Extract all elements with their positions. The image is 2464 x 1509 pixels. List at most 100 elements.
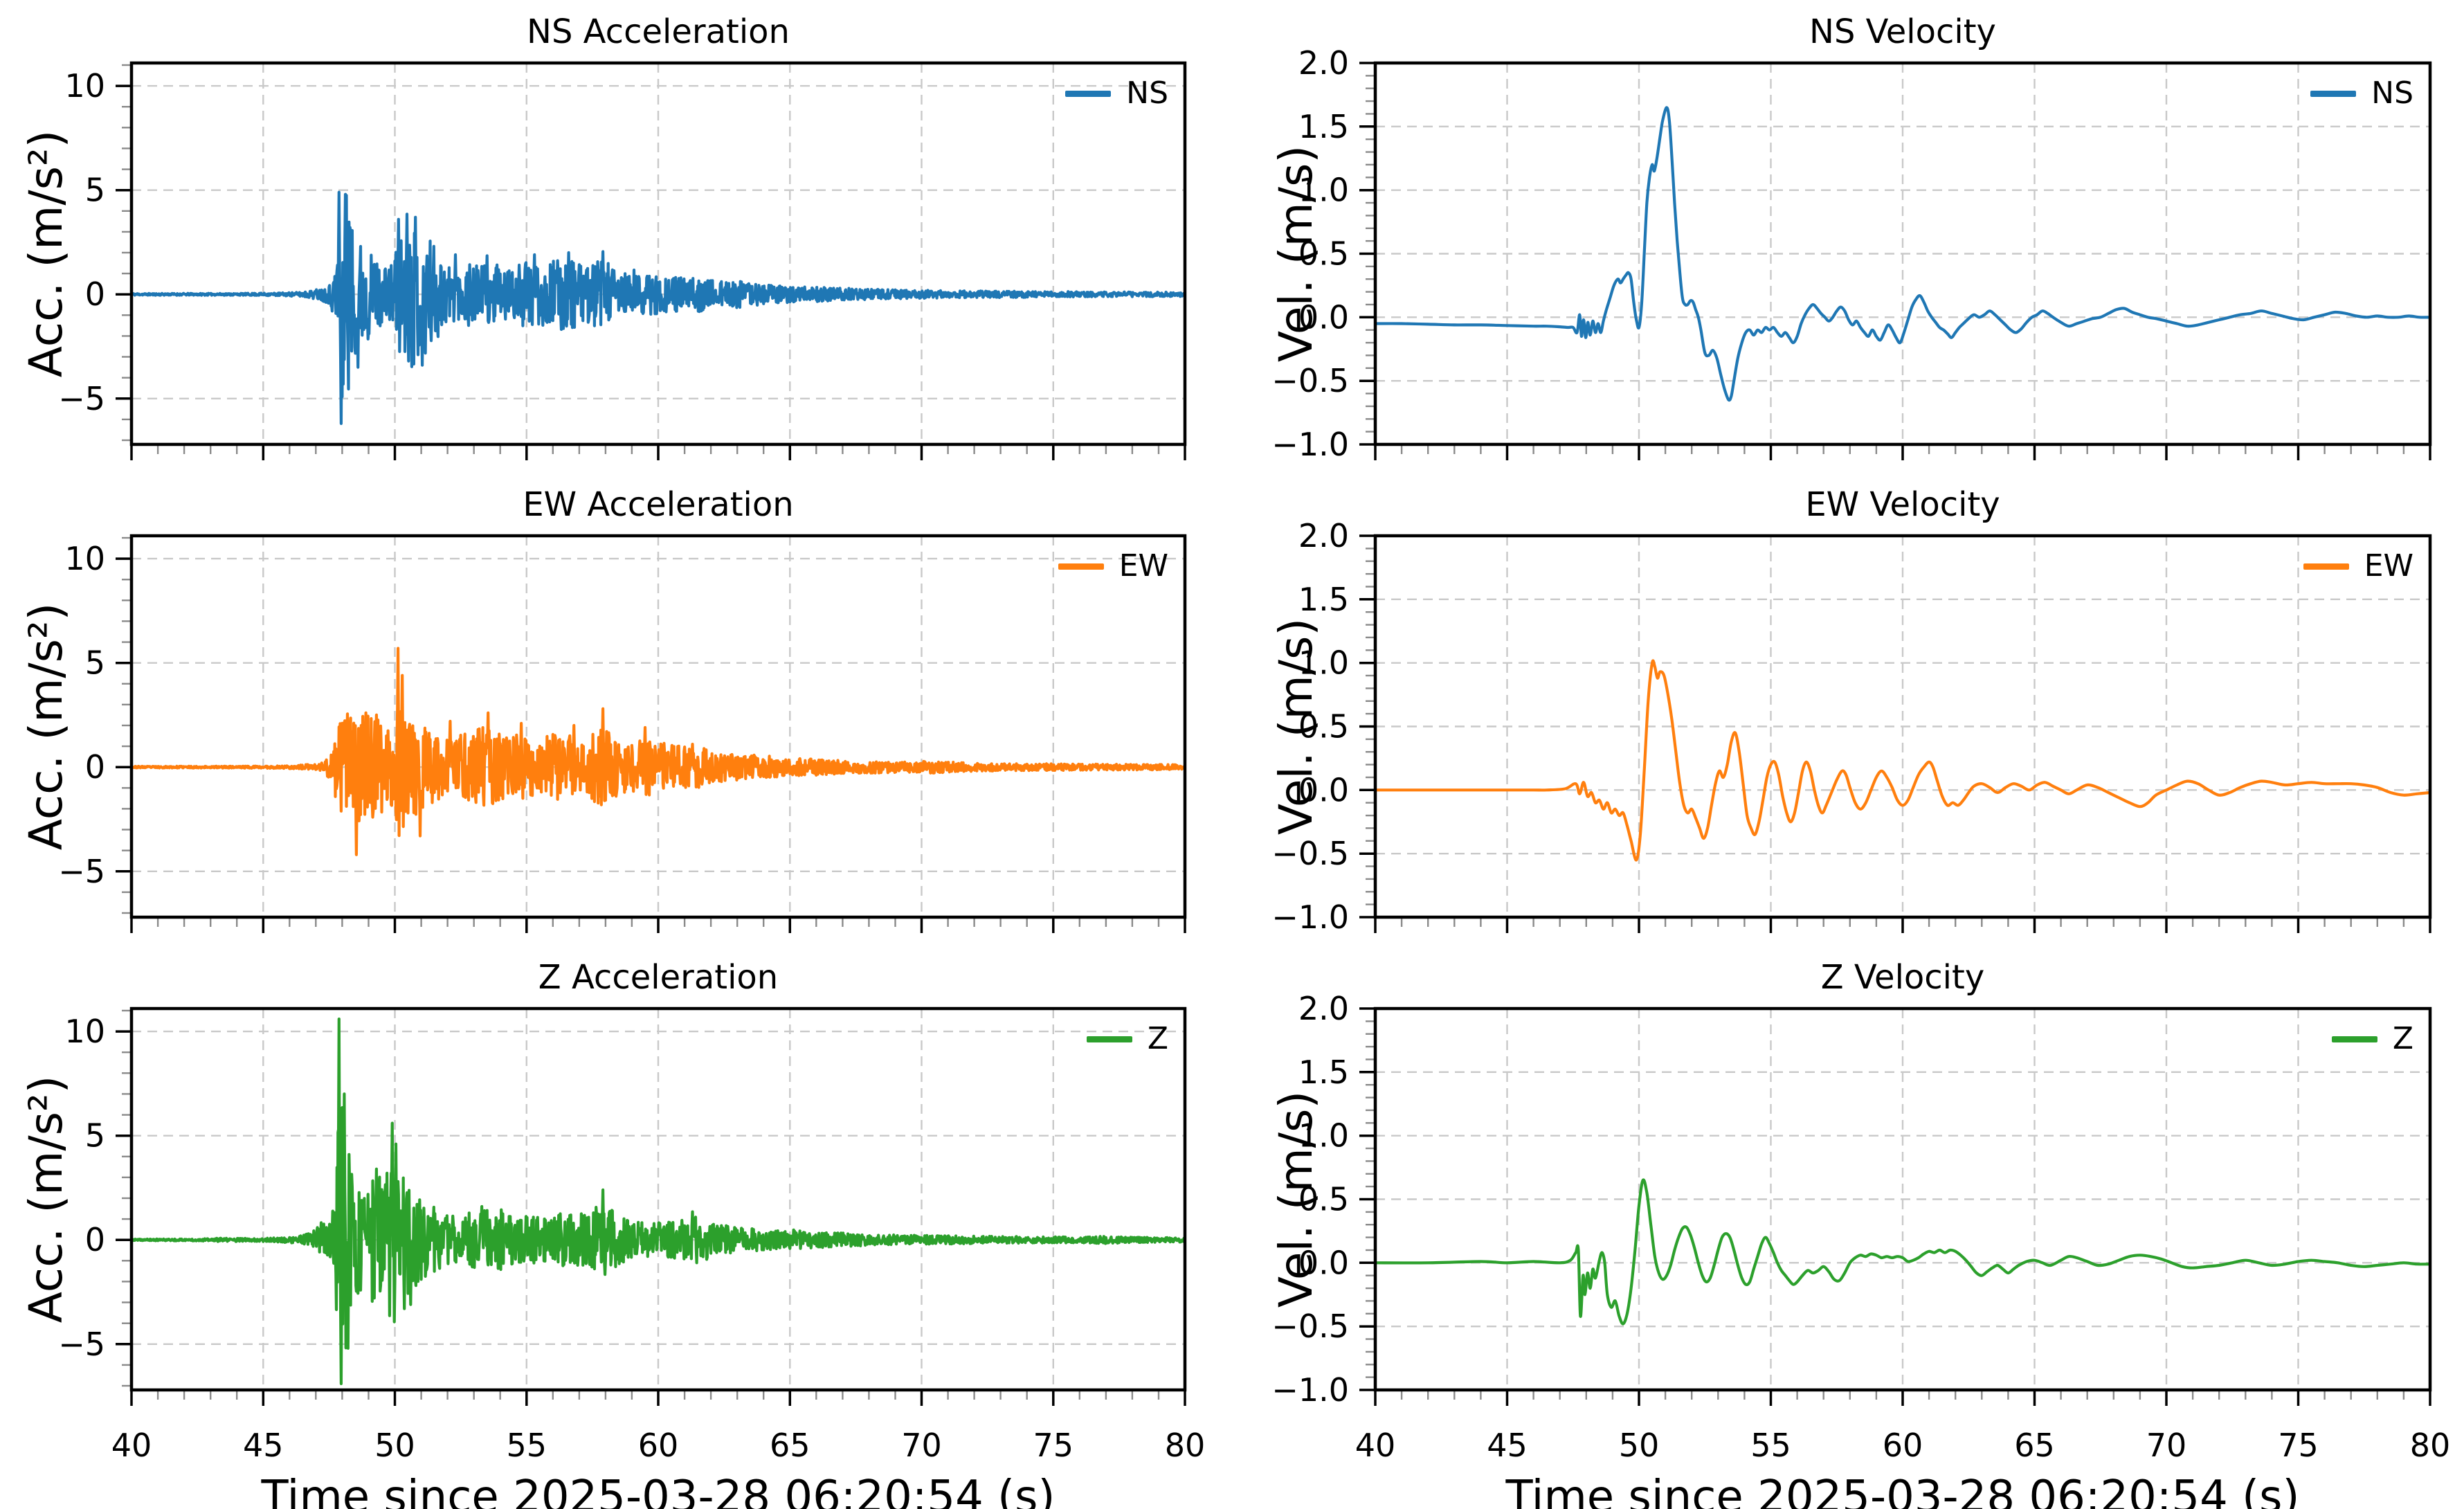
svg-text:−1.0: −1.0 (1271, 1371, 1349, 1409)
gridlines (132, 536, 1185, 917)
svg-text:−1.0: −1.0 (1271, 426, 1349, 463)
plot-area-ew-velocity: 2.0 1.5 1.0 0.5 0.0 −0.5 −1.0 (1271, 517, 2432, 936)
legend-label: EW (1118, 548, 1168, 584)
tick-labels: 2.0 1.5 1.0 0.5 0.0 −0.5 −1.0 (1271, 44, 1349, 463)
svg-text:−0.5: −0.5 (1271, 362, 1349, 399)
svg-text:2.0: 2.0 (1298, 517, 1349, 554)
svg-text:2.0: 2.0 (1298, 44, 1349, 82)
svg-text:65: 65 (770, 1427, 810, 1464)
gridlines (132, 63, 1185, 444)
svg-text:40: 40 (1355, 1427, 1396, 1464)
svg-text:75: 75 (2278, 1427, 2319, 1464)
svg-text:75: 75 (1033, 1427, 1074, 1464)
panel-z-acceleration: Z Acceleration Acc. (m/s²) 10 5 0 −5 40 45 50 5… (0, 946, 1232, 1509)
major-ticks (1359, 1007, 2431, 1406)
legend-line-swatch (1086, 1036, 1132, 1042)
panel-title: Z Acceleration (538, 958, 779, 997)
axes-spines (129, 1006, 1187, 1392)
svg-text:5: 5 (85, 1117, 105, 1155)
legend: NS (2310, 78, 2413, 109)
legend-label: Z (2392, 1021, 2413, 1056)
svg-text:10: 10 (64, 67, 105, 105)
major-ticks (1359, 62, 2431, 460)
svg-text:1.0: 1.0 (1298, 172, 1349, 209)
svg-text:1.0: 1.0 (1298, 644, 1349, 682)
plot-area-ns-velocity: 2.0 1.5 1.0 0.5 0.0 −0.5 −1.0 (1271, 44, 2432, 463)
waveform-ew-velocity (1375, 659, 2430, 862)
major-ticks (1359, 534, 2431, 933)
axes-spines (1373, 534, 2432, 919)
panel-title: NS Acceleration (527, 12, 790, 51)
svg-text:65: 65 (2014, 1427, 2055, 1464)
waveform-ew-acceleration (132, 647, 1185, 856)
svg-text:50: 50 (374, 1427, 415, 1464)
svg-text:0.0: 0.0 (1298, 1244, 1349, 1281)
panel-ew-velocity: EW Velocity Vel. (m/s) 2.0 1.5 1.0 0.5 0.0 −0… (1232, 473, 2464, 946)
svg-text:0: 0 (85, 275, 105, 313)
legend-line-swatch (1058, 563, 1104, 570)
legend-line-swatch (2303, 563, 2349, 570)
panel-title: NS Velocity (1809, 12, 1996, 51)
axes-spines (129, 61, 1187, 446)
gridlines (132, 1009, 1185, 1390)
svg-text:2.0: 2.0 (1298, 990, 1349, 1027)
panel-title: EW Acceleration (523, 485, 794, 524)
panel-ns-velocity: NS Velocity Vel. (m/s) 2.0 1.5 1.0 0.5 0.0 −0… (1232, 0, 2464, 473)
svg-text:0: 0 (85, 1221, 105, 1258)
legend-line-swatch (1065, 90, 1112, 97)
plot-area-z-velocity: 2.0 1.5 1.0 0.5 0.0 −0.5 −1.040 45 50 55 60 65 70 75 8… (1271, 990, 2450, 1464)
minor-ticks (122, 1009, 1160, 1400)
major-ticks (116, 1030, 1186, 1406)
legend-label: EW (2364, 548, 2413, 584)
waveform-z-velocity (1375, 1178, 2430, 1326)
svg-text:5: 5 (85, 172, 105, 209)
gridlines (1375, 534, 2430, 919)
svg-text:40: 40 (111, 1427, 152, 1464)
svg-text:70: 70 (2146, 1427, 2187, 1464)
svg-text:−5: −5 (58, 380, 105, 417)
gridlines (1375, 62, 2430, 446)
svg-text:10: 10 (64, 1013, 105, 1050)
svg-text:80: 80 (2410, 1427, 2451, 1464)
tick-labels: 2.0 1.5 1.0 0.5 0.0 −0.5 −1.040 45 50 55 60 65 70 75 8… (1271, 990, 2450, 1464)
svg-text:0.5: 0.5 (1298, 708, 1349, 746)
svg-text:−5: −5 (58, 853, 105, 890)
minor-ticks (122, 64, 1160, 454)
axes-spines (129, 534, 1187, 919)
legend-label: Z (1147, 1021, 1168, 1056)
svg-text:55: 55 (1750, 1427, 1791, 1464)
major-ticks (116, 557, 1186, 933)
svg-text:45: 45 (1487, 1427, 1528, 1464)
svg-text:1.5: 1.5 (1298, 581, 1349, 618)
legend: NS (1065, 78, 1168, 109)
legend-line-swatch (2310, 90, 2357, 97)
svg-text:1.5: 1.5 (1298, 1054, 1349, 1091)
x-axis-label: Time since 2025-03-28 06:20:54 (s) (1505, 1472, 2300, 1509)
legend: Z (1086, 1021, 1168, 1056)
gridlines (1375, 1007, 2430, 1391)
svg-text:60: 60 (1883, 1427, 1923, 1464)
minor-ticks (1366, 75, 2405, 454)
svg-text:50: 50 (1619, 1427, 1660, 1464)
major-ticks (116, 84, 1186, 460)
panel-ew-acceleration: EW Acceleration Acc. (m/s²) 10 5 0 −5 EW (0, 473, 1232, 946)
plot-area-ns-acceleration: 10 5 0 −5 (58, 61, 1187, 460)
panel-title: Z Velocity (1820, 958, 1985, 997)
svg-text:10: 10 (64, 540, 105, 577)
svg-text:1.5: 1.5 (1298, 108, 1349, 145)
waveform-ns-acceleration (132, 190, 1185, 425)
tick-labels: 10 5 0 −5 (58, 540, 105, 890)
legend: Z (2331, 1021, 2413, 1056)
svg-text:−0.5: −0.5 (1271, 835, 1349, 872)
axes-spines (1373, 1006, 2432, 1392)
minor-ticks (1366, 548, 2405, 927)
x-axis-label: Time since 2025-03-28 06:20:54 (s) (261, 1472, 1056, 1509)
legend-label: NS (2371, 75, 2413, 111)
svg-text:−0.5: −0.5 (1271, 1308, 1349, 1345)
plot-area-ew-acceleration: 10 5 0 −5 (58, 534, 1187, 933)
svg-text:1.0: 1.0 (1298, 1117, 1349, 1155)
svg-text:5: 5 (85, 644, 105, 682)
waveform-z-acceleration (132, 1018, 1185, 1386)
